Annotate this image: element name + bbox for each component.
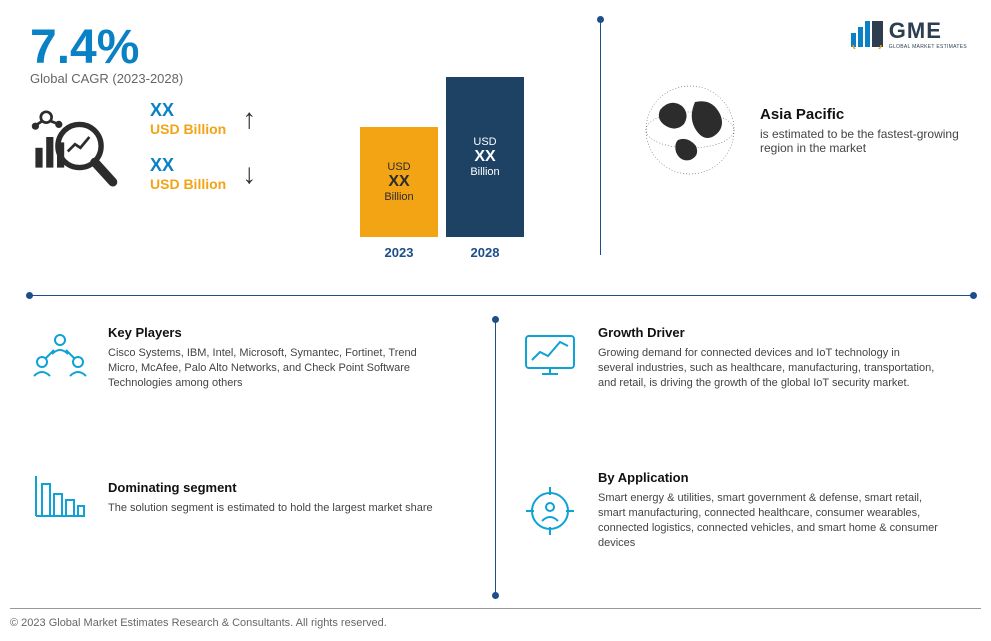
q1-body: Cisco Systems, IBM, Intel, Microsoft, Sy… <box>108 346 448 391</box>
quadrant-growth-driver: Growth Driver Growing demand for connect… <box>520 325 938 391</box>
cagr-headline: 7.4% Global CAGR (2023-2028) <box>30 20 183 86</box>
value-row-down: XX USD Billion ↓ <box>150 155 256 192</box>
bar-xx: XX <box>388 173 409 191</box>
region-title: Asia Pacific <box>760 106 990 123</box>
brand-logo: GME GLOBAL MARKET ESTIMATES <box>849 18 967 50</box>
cagr-value: 7.4% <box>30 20 183 75</box>
bar-billion: Billion <box>470 166 499 178</box>
target-person-icon <box>520 483 580 538</box>
bar: USDXXBillion 2028 <box>446 77 524 260</box>
quadrant-dominating-segment: Dominating segment The solution segment … <box>30 470 433 525</box>
up-unit: USD Billion <box>150 121 226 137</box>
q4-body: Smart energy & utilities, smart governme… <box>598 491 938 550</box>
bar-chart-icon <box>30 470 90 525</box>
down-unit: USD Billion <box>150 176 226 192</box>
quadrant-key-players: Key Players Cisco Systems, IBM, Intel, M… <box>30 325 448 391</box>
monitor-trend-icon <box>520 330 580 385</box>
q1-title: Key Players <box>108 325 448 340</box>
divider-horizontal <box>30 295 973 296</box>
cagr-label: Global CAGR (2023-2028) <box>30 71 183 86</box>
bar-usd: USD <box>473 136 496 148</box>
arrow-up-icon: ↑ <box>242 103 256 135</box>
globe-icon <box>640 80 740 180</box>
people-network-icon <box>30 330 90 385</box>
arrow-down-icon: ↓ <box>242 158 256 190</box>
q4-title: By Application <box>598 470 938 485</box>
value-row-up: XX USD Billion ↑ <box>150 100 256 137</box>
down-xx: XX <box>150 155 226 176</box>
bar-year: 2023 <box>385 245 414 260</box>
up-xx: XX <box>150 100 226 121</box>
bar-year: 2028 <box>471 245 500 260</box>
region-block: Asia Pacific is estimated to be the fast… <box>640 80 990 180</box>
divider-vertical-bottom <box>495 320 496 595</box>
logo-mark-icon <box>849 19 885 49</box>
q3-body: The solution segment is estimated to hol… <box>108 501 433 516</box>
analytics-magnifier-icon <box>30 101 120 191</box>
bar-billion: Billion <box>384 191 413 203</box>
q2-title: Growth Driver <box>598 325 938 340</box>
bar-chart: USDXXBillion2023USDXXBillion2028 <box>360 80 540 260</box>
region-body: is estimated to be the fastest-growing r… <box>760 127 990 155</box>
logo-text: GME <box>889 18 967 44</box>
bar-rect: USDXXBillion <box>446 77 524 237</box>
divider-vertical-top <box>600 20 601 255</box>
bar: USDXXBillion 2023 <box>360 127 438 260</box>
q3-title: Dominating segment <box>108 480 433 495</box>
q2-body: Growing demand for connected devices and… <box>598 346 938 391</box>
value-block: XX USD Billion ↑ XX USD Billion ↓ <box>30 100 256 192</box>
bar-xx: XX <box>474 148 495 166</box>
footer-copyright: © 2023 Global Market Estimates Research … <box>10 617 387 629</box>
bar-rect: USDXXBillion <box>360 127 438 237</box>
footer-divider <box>10 608 981 609</box>
logo-tagline: GLOBAL MARKET ESTIMATES <box>889 44 967 50</box>
bar-usd: USD <box>387 161 410 173</box>
quadrant-by-application: By Application Smart energy & utilities,… <box>520 470 938 550</box>
